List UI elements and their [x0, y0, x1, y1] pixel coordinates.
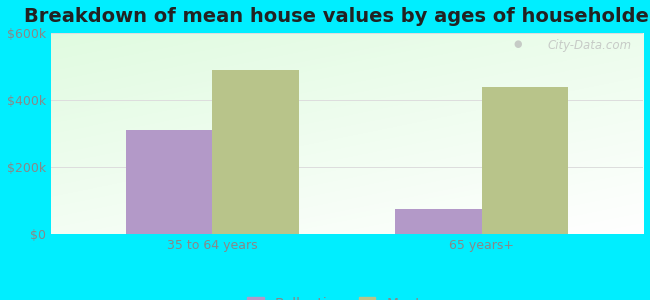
Bar — [395, 209, 482, 234]
Bar — [482, 87, 567, 234]
Title: Breakdown of mean house values by ages of householders: Breakdown of mean house values by ages o… — [24, 7, 650, 26]
Legend: Ballantine, Montana: Ballantine, Montana — [247, 297, 447, 300]
Bar — [126, 130, 213, 234]
Bar — [213, 70, 298, 234]
Text: City-Data.com: City-Data.com — [547, 39, 631, 52]
Text: ●: ● — [513, 39, 522, 49]
